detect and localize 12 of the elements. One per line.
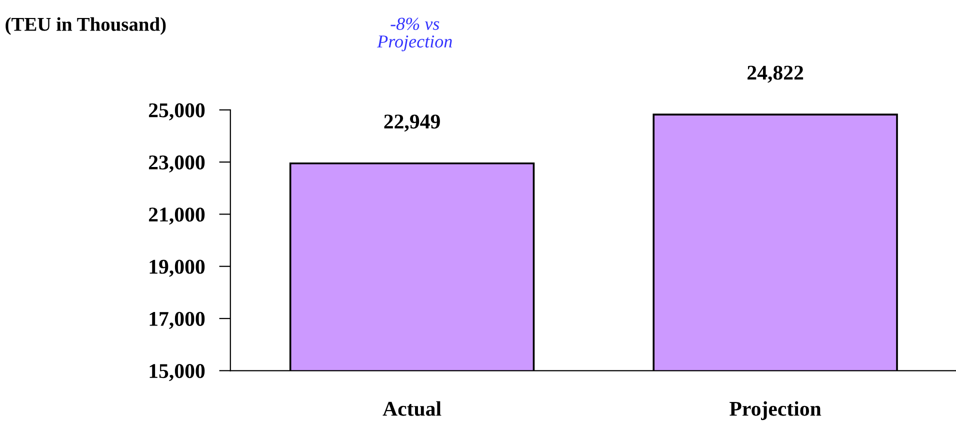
y-tick-label: 17,000 — [150, 312, 205, 329]
y-axis-title: (TEU in Thousand) — [6, 17, 166, 35]
text: -8% vs Projection — [377, 18, 452, 52]
y-tick-label: 21,000 — [148, 208, 205, 225]
x-tick-label: Actual — [382, 401, 442, 416]
data-label: 22,949 — [384, 114, 440, 132]
y-tick-label: 15,000 — [150, 364, 205, 382]
y-tick-label: 25,000 — [148, 103, 205, 120]
data-label: 24,822 — [748, 66, 804, 83]
y-tick-label: 19,000 — [150, 260, 205, 277]
x-tick-label: Projection — [730, 401, 822, 420]
y-tick-label: 23,000 — [148, 155, 205, 173]
